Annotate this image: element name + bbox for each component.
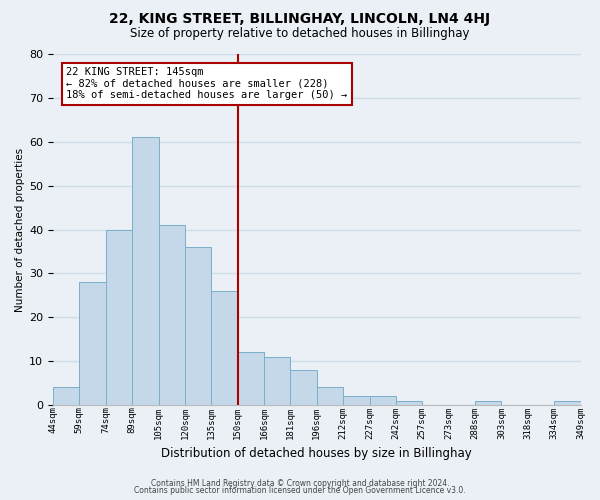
Bar — [554, 400, 581, 405]
Text: 22 KING STREET: 145sqm
← 82% of detached houses are smaller (228)
18% of semi-de: 22 KING STREET: 145sqm ← 82% of detached… — [66, 67, 347, 100]
Bar — [132, 138, 158, 405]
Text: 22, KING STREET, BILLINGHAY, LINCOLN, LN4 4HJ: 22, KING STREET, BILLINGHAY, LINCOLN, LN… — [109, 12, 491, 26]
Bar — [343, 396, 370, 405]
Bar — [238, 352, 264, 405]
Bar — [158, 225, 185, 405]
Bar — [106, 230, 132, 405]
Text: Size of property relative to detached houses in Billinghay: Size of property relative to detached ho… — [130, 28, 470, 40]
Bar — [370, 396, 396, 405]
Bar — [264, 357, 290, 405]
X-axis label: Distribution of detached houses by size in Billinghay: Distribution of detached houses by size … — [161, 447, 472, 460]
Bar — [396, 400, 422, 405]
Bar — [185, 247, 211, 405]
Bar — [317, 388, 343, 405]
Y-axis label: Number of detached properties: Number of detached properties — [15, 148, 25, 312]
Bar — [475, 400, 502, 405]
Bar — [211, 291, 238, 405]
Bar — [290, 370, 317, 405]
Bar — [79, 282, 106, 405]
Bar — [53, 388, 79, 405]
Text: Contains HM Land Registry data © Crown copyright and database right 2024.: Contains HM Land Registry data © Crown c… — [151, 478, 449, 488]
Text: Contains public sector information licensed under the Open Government Licence v3: Contains public sector information licen… — [134, 486, 466, 495]
